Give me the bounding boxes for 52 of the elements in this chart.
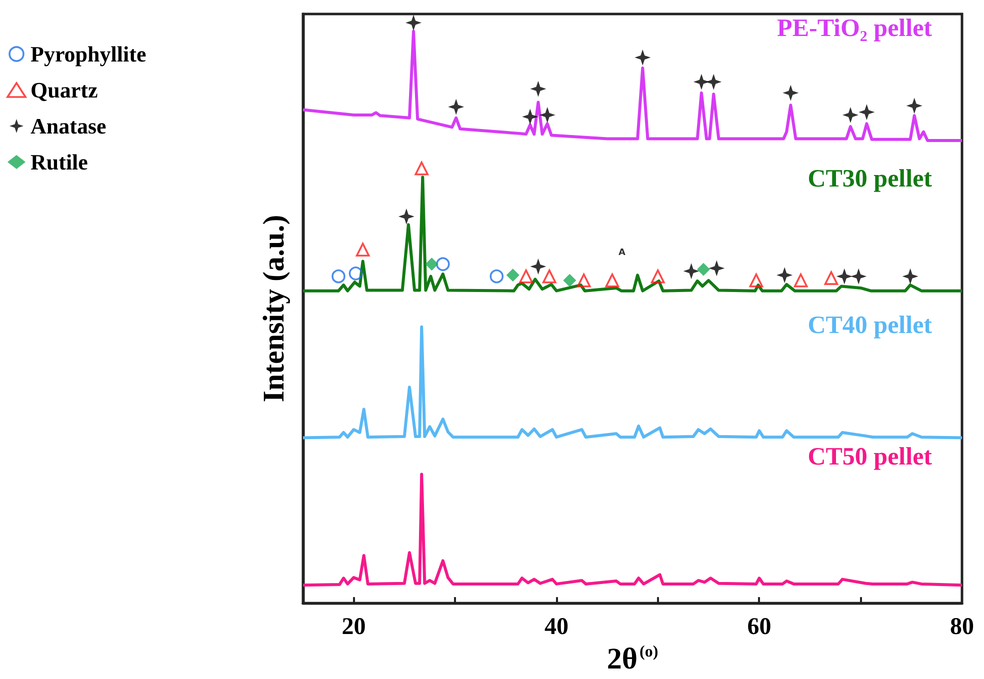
point: [836, 268, 852, 284]
point: [650, 269, 665, 284]
point: [436, 257, 450, 272]
legend-label: Quartz: [30, 78, 98, 102]
point: [706, 74, 722, 90]
point: [356, 242, 370, 257]
text: CT50 pellet: [808, 444, 933, 471]
point: [348, 266, 363, 280]
point: [519, 269, 533, 284]
y-axis-title: Intensity (a.u.): [258, 214, 290, 402]
point: [794, 274, 808, 288]
legend-label: Anatase: [30, 114, 107, 138]
point: [683, 263, 700, 280]
point: [824, 271, 838, 285]
point: [539, 106, 556, 123]
text: CT30 pellet: [808, 165, 933, 192]
legend-label: Rutile: [30, 150, 88, 174]
point: [902, 268, 918, 284]
point: [542, 269, 556, 284]
point: [605, 274, 620, 288]
point: [425, 258, 438, 271]
point: [576, 274, 591, 288]
point: [749, 274, 764, 288]
x-tick-label: 40: [544, 614, 568, 640]
point: [858, 104, 875, 120]
x-tick-label: 20: [342, 614, 366, 640]
point: [634, 50, 651, 66]
point: [506, 268, 520, 282]
point: [776, 267, 793, 284]
point: [530, 258, 546, 274]
point: [448, 98, 464, 115]
point: [398, 208, 414, 225]
point: [842, 106, 858, 123]
text: PE-TiO₂ pellet: [777, 15, 933, 42]
point: [906, 98, 922, 114]
point: [490, 269, 504, 284]
legend-label: Pyrophyllite: [30, 42, 146, 66]
point: [708, 260, 725, 276]
text: CT40 pellet: [808, 312, 933, 340]
point: [406, 14, 422, 31]
point: [522, 108, 538, 125]
point: [332, 269, 346, 284]
point: [563, 274, 576, 287]
point: [782, 84, 799, 101]
point: [693, 74, 710, 90]
point: [530, 80, 546, 97]
point: [696, 262, 710, 276]
point: [850, 268, 867, 284]
x-tick-label: 60: [747, 614, 772, 640]
point: [414, 161, 429, 176]
x-tick-label: 80: [950, 614, 974, 640]
annotation: A: [618, 248, 626, 258]
